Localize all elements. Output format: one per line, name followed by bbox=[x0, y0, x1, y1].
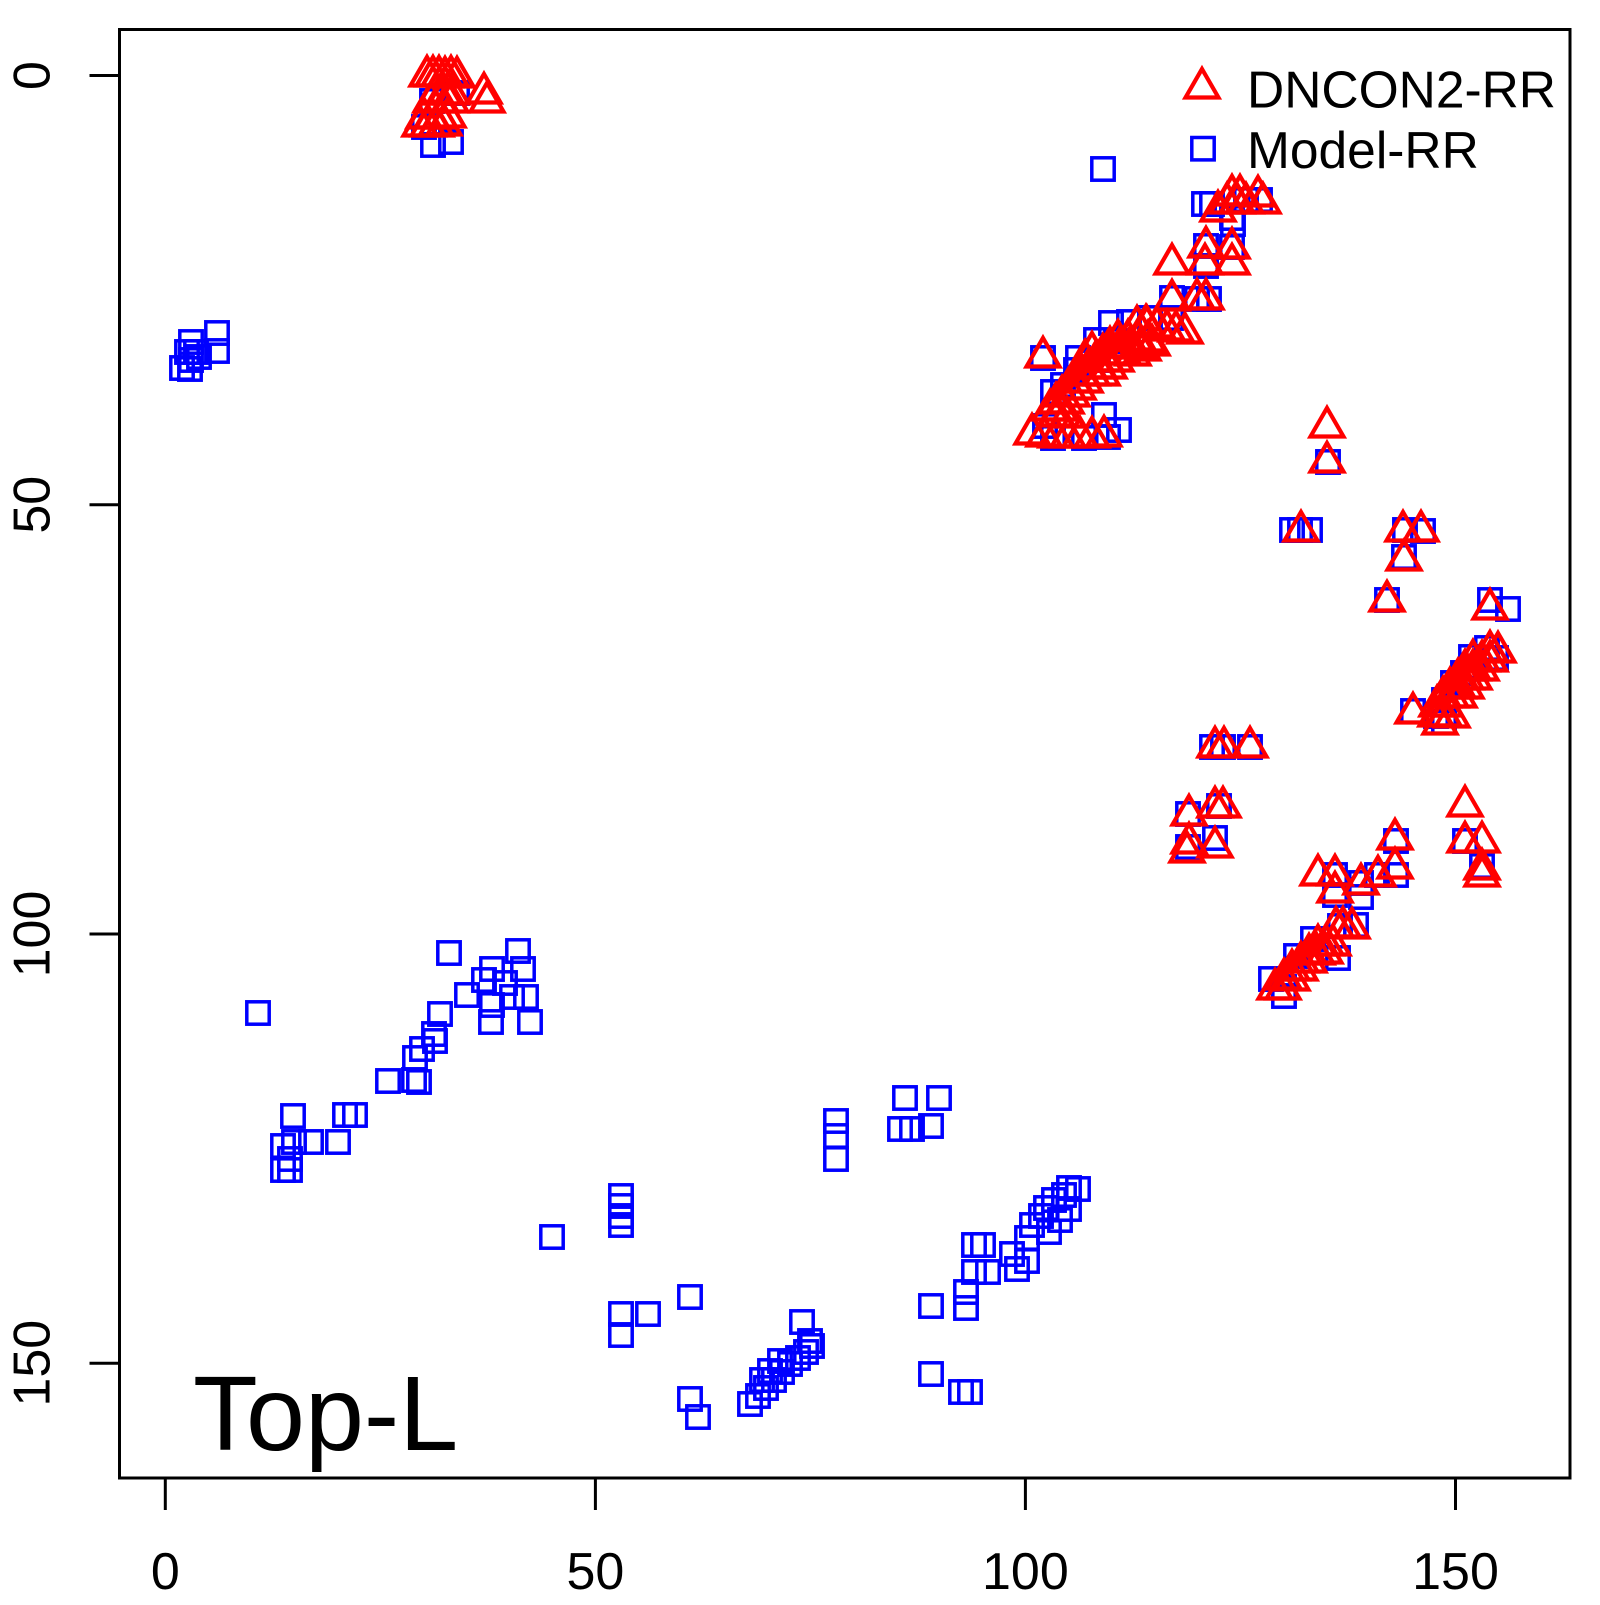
svg-text:0: 0 bbox=[151, 1543, 180, 1600]
svg-text:50: 50 bbox=[4, 476, 62, 534]
svg-text:150: 150 bbox=[4, 1320, 62, 1407]
svg-text:50: 50 bbox=[566, 1543, 624, 1600]
svg-text:Model-RR: Model-RR bbox=[1247, 121, 1479, 179]
svg-text:0: 0 bbox=[4, 61, 62, 90]
svg-text:Top-L: Top-L bbox=[193, 1355, 458, 1473]
svg-text:100: 100 bbox=[982, 1543, 1069, 1600]
svg-text:150: 150 bbox=[1412, 1543, 1499, 1600]
svg-text:DNCON2-RR: DNCON2-RR bbox=[1247, 60, 1556, 118]
svg-text:100: 100 bbox=[4, 891, 62, 978]
